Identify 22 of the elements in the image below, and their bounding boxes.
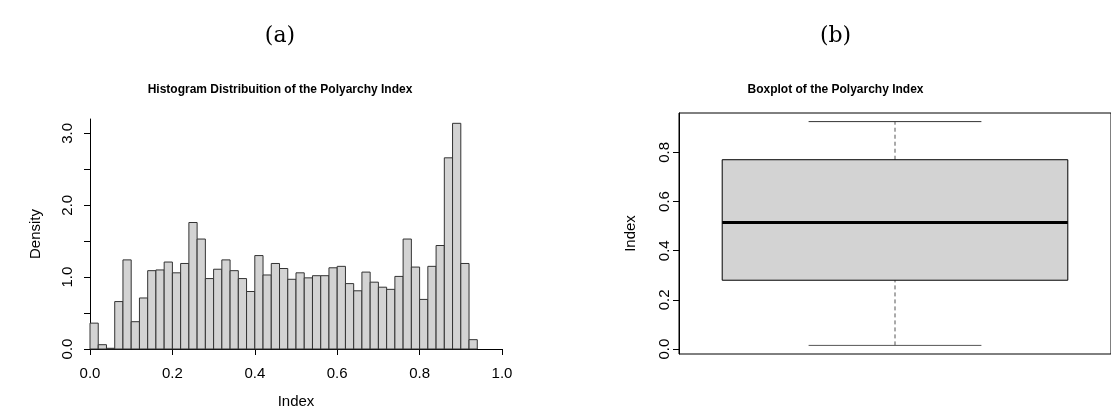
x-tick-label: 0.4 (244, 364, 266, 381)
y-tick-label: 1.0 (58, 266, 75, 288)
x-tick-label: 0.0 (79, 364, 101, 381)
x-tick-label: 1.0 (491, 364, 513, 381)
chart-title: Histogram Distribuition of the Polyarchy Index (147, 82, 413, 96)
y-tick-label: 3.0 (58, 122, 75, 144)
y-tick-label: 0.0 (655, 338, 672, 360)
y-tick-label: 0.0 (58, 338, 75, 360)
text: (b) (818, 22, 853, 47)
chart-title: Boxplot of the Polyarchy Index (747, 82, 924, 96)
y-tick-label: 0.8 (655, 141, 672, 163)
y-tick-label: 2.0 (58, 194, 75, 216)
x-tick-label: 0.6 (326, 364, 348, 381)
y-axis-title: Index (621, 214, 638, 252)
y-axis-title: Density (26, 208, 43, 260)
x-tick-label: 0.2 (161, 364, 183, 381)
y-tick-label: 0.4 (655, 240, 672, 262)
text: (a) (263, 22, 297, 47)
y-tick-label: 0.6 (655, 191, 672, 212)
y-tick-label: 0.2 (655, 289, 672, 311)
x-axis-title: Index (277, 392, 315, 409)
x-tick-label: 0.8 (409, 364, 431, 381)
